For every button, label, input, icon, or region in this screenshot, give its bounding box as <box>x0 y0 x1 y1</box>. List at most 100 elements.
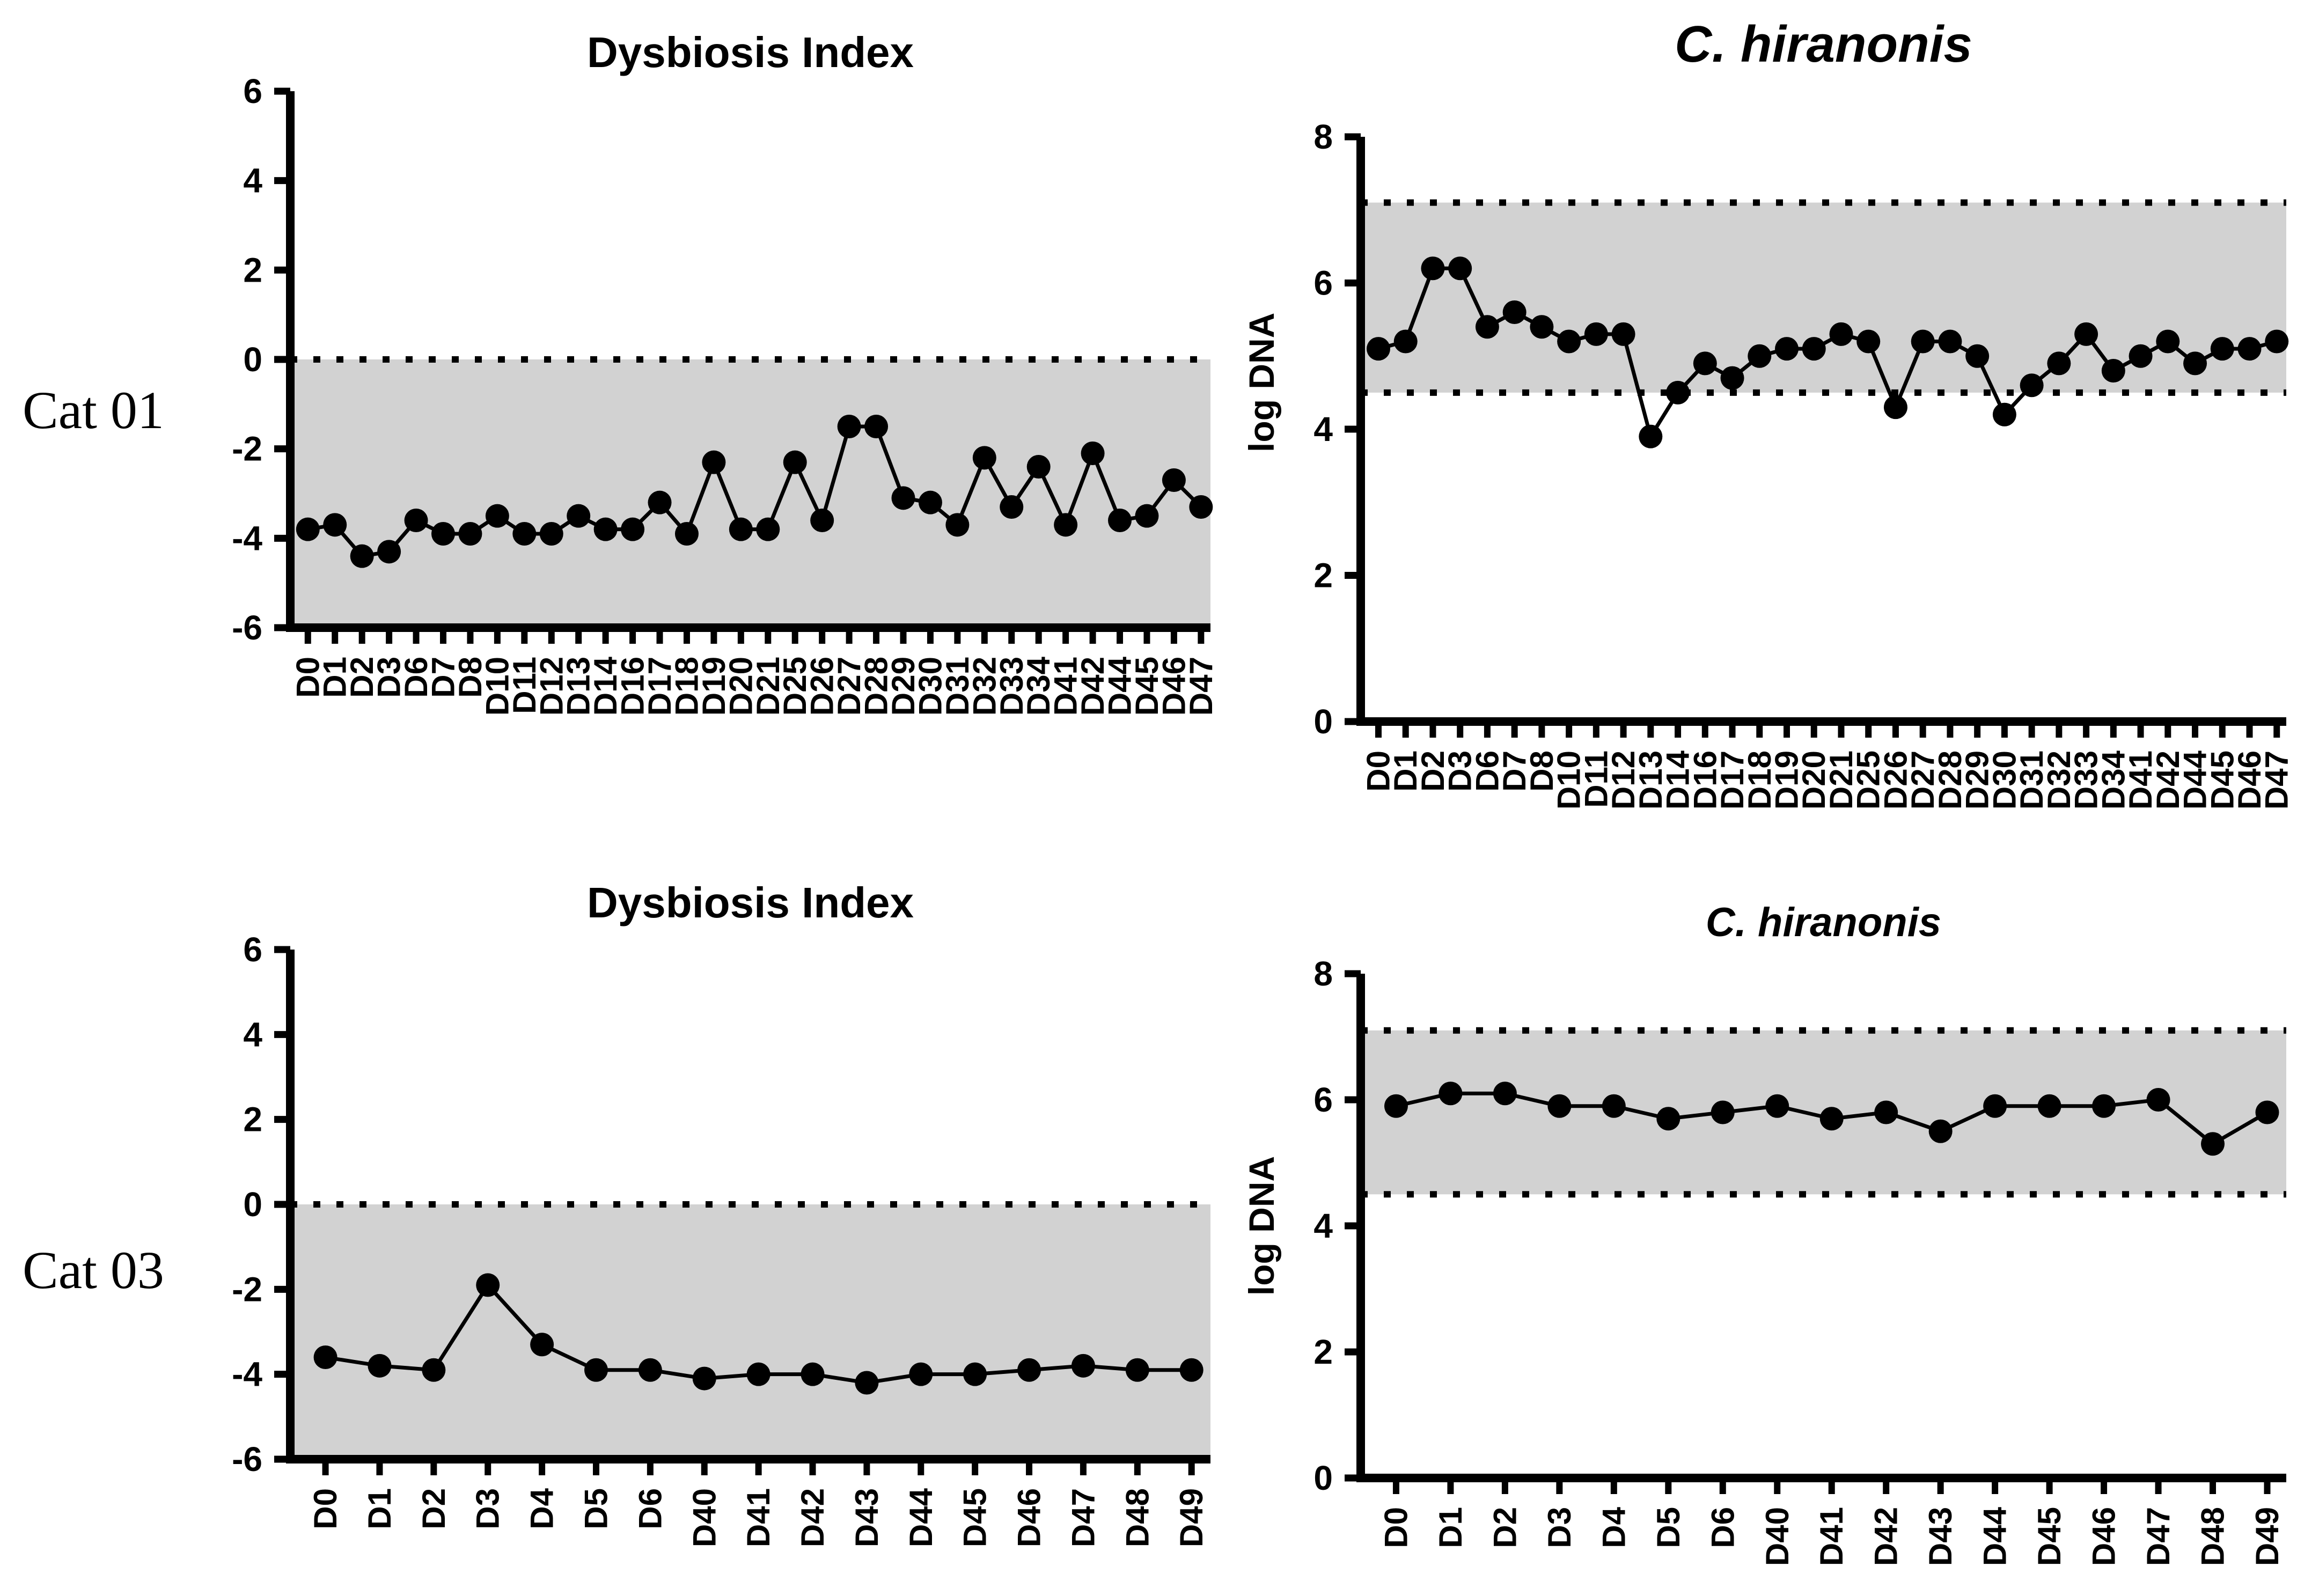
data-point <box>1108 509 1132 532</box>
data-point <box>1992 402 2016 426</box>
x-tick-label: D28 <box>1932 751 1968 810</box>
reference-band <box>290 1204 1210 1459</box>
x-tick-label: D2 <box>1487 1507 1523 1548</box>
x-tick-label: D32 <box>2041 751 2077 810</box>
chart-title: Dysbiosis Index <box>587 28 914 76</box>
x-tick-label: D31 <box>2014 751 2050 810</box>
data-point <box>2129 344 2153 368</box>
x-tick-label: D26 <box>1877 751 1913 810</box>
chart-cat03-c-hiranonis: 0 2 4 6 8 D0 D1 D2 D3 D4 D5 D6 D40 D41 D42 D43 D44 D45 D46… <box>1219 842 2297 1596</box>
figure-row-cat03: Cat 03 -6 -4 -2 0 2 4 6 D0 D1 D2 D3 D4 D5 D6 D40 D41 D42… <box>0 842 2297 1596</box>
data-point <box>1547 1094 1572 1118</box>
data-point <box>1819 1107 1844 1131</box>
data-point <box>702 450 726 474</box>
x-tick-label: D27 <box>831 657 867 716</box>
data-points <box>1384 1082 2279 1156</box>
x-tick-label: D10 <box>1551 751 1587 810</box>
figure-row-cat01: Cat 01 -6 -4 -2 0 2 4 6 D0 D1 D2 D3 D6 D7 D8 D10 D11 D12… <box>23 0 2295 842</box>
data-point <box>1928 1119 1953 1143</box>
y-tick-label: -4 <box>232 1355 262 1394</box>
data-point <box>1162 468 1186 492</box>
data-point <box>2265 329 2289 354</box>
data-point <box>1421 256 1445 281</box>
x-tick-label: D33 <box>994 657 1030 716</box>
x-tick-label: D18 <box>669 657 704 716</box>
data-point <box>1502 300 1527 324</box>
x-tick-label: D41 <box>2123 751 2159 810</box>
x-tick-label: D20 <box>723 657 759 716</box>
x-tick-label: D21 <box>1823 751 1859 810</box>
data-point <box>1656 1107 1680 1131</box>
data-point <box>368 1354 392 1378</box>
data-point <box>864 415 889 438</box>
data-line <box>307 424 1202 558</box>
x-tick-label: D46 <box>1156 657 1192 716</box>
data-point <box>855 1371 879 1395</box>
data-point <box>539 522 563 546</box>
data-point <box>1493 1082 1517 1106</box>
data-point <box>1748 344 1772 368</box>
x-tick-label: D1 <box>1433 1507 1469 1548</box>
x-tick-label: D32 <box>966 657 1002 716</box>
y-tick-label: 6 <box>1313 1080 1333 1119</box>
chart-cat01-dysbiosis-index: -6 -4 -2 0 2 4 6 D0 D1 D2 D3 D6 D7 D8 D10 D11 D12 D13 D14 D… <box>226 0 1219 842</box>
x-tick-label: D19 <box>1769 751 1805 810</box>
y-tick-label: 6 <box>243 930 262 969</box>
y-tick-label: 6 <box>1313 264 1333 303</box>
x-tick-label: D25 <box>1851 751 1887 810</box>
data-point <box>1366 337 1390 361</box>
data-point <box>530 1333 554 1357</box>
x-tick-label: D5 <box>1650 1507 1686 1548</box>
data-point <box>1911 329 1935 354</box>
x-tick-label: D0 <box>290 657 326 698</box>
x-tick-label: D6 <box>632 1488 668 1529</box>
data-point <box>2047 351 2071 376</box>
data-point <box>422 1358 446 1382</box>
data-point <box>313 1345 337 1369</box>
cat01-c-hiranonis-svg: 0 2 4 6 8 D0D1D2D3D6D7D8D10D11D12D13D14D16D17… <box>1242 16 2295 810</box>
x-tick-label: D43 <box>1922 1507 1958 1566</box>
x-tick-label: D5 <box>578 1488 614 1529</box>
data-point <box>1026 455 1051 479</box>
y-tick-label: 2 <box>243 251 262 289</box>
row-label-cell-cat03: Cat 03 <box>0 842 226 1596</box>
data-point <box>1179 1358 1203 1382</box>
y-axis-title: log DNA <box>1242 1156 1281 1296</box>
x-tick-label: D28 <box>858 657 894 716</box>
x-tick-label: D7 <box>1496 751 1532 792</box>
data-point <box>1602 1094 1626 1118</box>
x-tick-label: D48 <box>1119 1488 1155 1547</box>
data-point <box>1393 329 1418 354</box>
row-label-cat03: Cat 03 <box>23 1240 164 1300</box>
row-label-cat01: Cat 01 <box>23 380 164 440</box>
y-tick-label: 2 <box>243 1100 262 1139</box>
x-tick-label: D44 <box>1102 656 1138 716</box>
x-tick-label: D16 <box>615 657 651 716</box>
x-tick-label: D47 <box>1183 657 1219 716</box>
x-tick-label: D11 <box>507 657 542 714</box>
x-tick-label: D6 <box>1705 1507 1741 1548</box>
data-point <box>296 517 320 541</box>
x-tick-label: D8 <box>452 657 488 698</box>
data-point <box>323 513 347 537</box>
cat01-dysbiosis-index-svg: -6-4-20246D0D1D2D3D6D7D8D10D11D12D13D14D… <box>232 28 1219 716</box>
data-point <box>476 1273 500 1297</box>
data-point <box>638 1358 662 1382</box>
x-tick-label: D44 <box>903 1488 939 1547</box>
x-tick-label: D30 <box>912 657 948 716</box>
data-point <box>1135 504 1159 528</box>
x-tick-label: D27 <box>1905 751 1941 810</box>
data-point <box>963 1362 987 1386</box>
x-axis: D0D1D2D3D6D7D8D10D11D12D13D14D16D17D18D1… <box>290 628 1219 716</box>
data-point <box>1557 329 1581 354</box>
data-point <box>350 544 374 568</box>
x-tick-label: D21 <box>750 657 786 716</box>
data-point <box>674 522 699 546</box>
y-tick-label: 8 <box>1313 954 1333 993</box>
reference-band <box>290 359 1210 628</box>
x-tick-label: D45 <box>2031 1507 2067 1566</box>
data-point <box>1189 495 1213 519</box>
data-point <box>593 517 618 541</box>
x-tick-label: D13 <box>1633 751 1669 810</box>
data-point <box>2101 359 2125 383</box>
